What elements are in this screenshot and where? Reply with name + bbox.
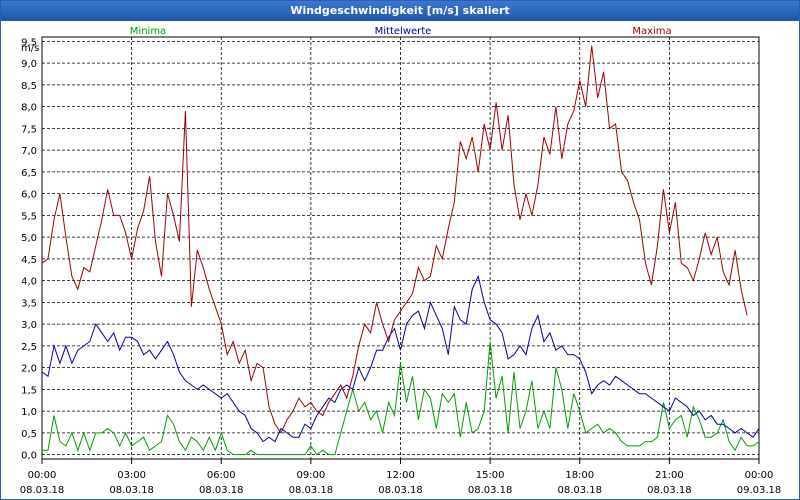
y-tick-label: 5,5 xyxy=(21,211,37,222)
y-axis: 0,0 0,5 1,0 1,5 2,0 2,5 3,0 3,5 4,0 4,5 5,0 5,5 6,0 6… xyxy=(21,37,37,461)
series-line-minima xyxy=(42,341,760,456)
x-tick-time: 15:00 xyxy=(476,470,505,481)
x-tick-time: 00:00 xyxy=(28,470,57,481)
window-title: Windgeschwindigkeit [m/s] skaliert xyxy=(1,1,799,21)
x-tick-time: 18:00 xyxy=(565,470,594,481)
grid-lines xyxy=(41,36,760,460)
y-tick-label: 8,0 xyxy=(21,103,37,114)
y-tick-label: 6,0 xyxy=(21,190,37,201)
y-tick-label: 0,5 xyxy=(21,429,37,440)
x-tick-date: 08.03.18 xyxy=(557,485,602,496)
y-tick-label: 2,0 xyxy=(21,364,37,375)
legend-mittelwerte: Mittelwerte xyxy=(375,26,432,37)
wind-speed-chart: 0,0 0,5 1,0 1,5 2,0 2,5 3,0 3,5 4,0 4,5 5,0 5,5 6,0 6… xyxy=(20,26,782,496)
y-tick-label: 1,0 xyxy=(21,407,37,418)
y-tick-label: 6,5 xyxy=(21,168,37,179)
x-tick-time: 21:00 xyxy=(655,470,684,481)
x-tick-date: 08.03.18 xyxy=(199,485,244,496)
y-tick-label: 9,0 xyxy=(21,59,37,70)
y-tick-label: 9,5 xyxy=(21,37,37,48)
x-tick-time: 03:00 xyxy=(117,470,146,481)
y-tick-label: 7,0 xyxy=(21,146,37,157)
y-tick-label: 4,5 xyxy=(21,255,37,266)
y-tick-label: 3,0 xyxy=(21,320,37,331)
x-tick-date: 08.03.18 xyxy=(468,485,513,496)
x-axis: 00:00 08.03.18 03:00 08.03.18 06:00 08.03.18 0… xyxy=(20,459,782,496)
legend-minima: Minima xyxy=(130,26,166,37)
x-tick-date: 08.03.18 xyxy=(20,485,65,496)
x-tick-time: 12:00 xyxy=(386,470,415,481)
x-tick-date: 08.03.18 xyxy=(109,485,154,496)
y-tick-label: 7,5 xyxy=(21,124,37,135)
y-tick-label: 5,0 xyxy=(21,233,37,244)
y-tick-label: 4,0 xyxy=(21,277,37,288)
y-tick-label: 8,5 xyxy=(21,81,37,92)
series-lines xyxy=(41,45,760,456)
x-tick-time: 06:00 xyxy=(207,470,236,481)
x-tick-date: 08.03.18 xyxy=(378,485,423,496)
legend: Minima Mittelwerte Maxima xyxy=(130,26,672,37)
x-tick-date: 08.03.18 xyxy=(289,485,334,496)
x-tick-time: 00:00 xyxy=(745,470,774,481)
y-axis-label: m/s xyxy=(21,43,39,54)
series-line-mittelwerte xyxy=(41,274,760,443)
y-tick-label: 1,5 xyxy=(21,385,37,396)
x-tick-time: 09:00 xyxy=(296,470,325,481)
y-tick-label: 2,5 xyxy=(21,342,37,353)
legend-maxima: Maxima xyxy=(632,26,671,37)
y-tick-label: 3,5 xyxy=(21,298,37,309)
x-tick-date: 09.03.18 xyxy=(737,485,782,496)
series-line-maxima xyxy=(41,45,748,434)
y-tick-label: 0,0 xyxy=(21,451,37,462)
x-tick-date: 08.03.18 xyxy=(647,485,692,496)
